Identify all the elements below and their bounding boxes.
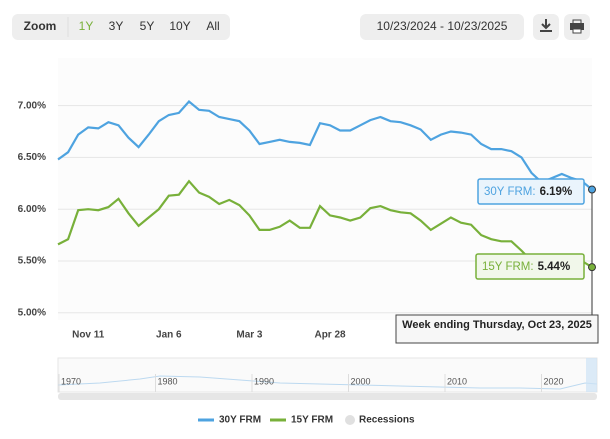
x-tick-label: Jan 6 [156, 330, 182, 341]
range-button[interactable]: 10Y [169, 19, 190, 33]
navigator: 1970 1980 1990 2000 2010 2020 [57, 357, 598, 400]
legend-label[interactable]: 30Y FRM [219, 415, 261, 426]
range-buttons: 1Y 3Y 5Y 10Y All [79, 19, 220, 33]
tooltip-box [475, 253, 585, 280]
nav-label: 1970 [61, 376, 81, 386]
date-range-box [360, 14, 524, 40]
y-tick-label: 5.50% [18, 256, 46, 267]
y-tick-label: 6.00% [18, 204, 46, 215]
tooltip-series: 15Y FRM: [482, 261, 534, 273]
plot: 30Y FRM: 6.19% 15Y FRM: 5.44% Week ending Th… [57, 99, 599, 344]
y-tick-label: 6.50% [18, 152, 46, 163]
tooltip-box [477, 178, 585, 205]
range-button[interactable]: 1Y [79, 19, 94, 33]
x-tick-label: Mar 3 [236, 330, 263, 341]
nav-label: 1990 [254, 376, 274, 386]
tooltip-text: 15Y FRM: 5.44% [482, 261, 570, 273]
print-icon[interactable] [564, 14, 590, 40]
nav-label: 2020 [544, 376, 564, 386]
legend-swatch [345, 415, 355, 425]
tooltip-series: 30Y FRM: [484, 186, 536, 198]
series-line [57, 179, 593, 269]
tooltip-text: 30Y FRM: 6.19% [484, 186, 572, 198]
legend-label[interactable]: Recessions [359, 415, 415, 426]
tooltip-header-box [395, 314, 599, 344]
tooltip-value: 6.19% [540, 186, 573, 198]
point [588, 185, 596, 194]
nav-label: 2010 [447, 376, 467, 386]
download-icon[interactable] [533, 14, 559, 40]
legend-label[interactable]: 15Y FRM [291, 415, 333, 426]
legend: 30Y FRM 15Y FRM Recessions [198, 415, 415, 426]
nav-label: 2000 [351, 376, 371, 386]
tooltip-value: 5.44% [538, 261, 571, 273]
date-range[interactable]: 10/23/2024 - 10/23/2025 [377, 19, 508, 33]
zoom-label: Zoom [24, 19, 57, 33]
range-button[interactable]: All [206, 19, 219, 33]
y-tick-label: 5.00% [18, 307, 46, 318]
nav-label: 1980 [158, 376, 178, 386]
range-button[interactable]: 3Y [109, 19, 124, 33]
point [588, 263, 596, 272]
x-tick-label: Nov 11 [72, 330, 105, 341]
x-tick-label: Apr 28 [314, 330, 346, 341]
y-tick-label: 7.00% [18, 100, 46, 111]
range-button[interactable]: 5Y [140, 19, 155, 33]
tooltip-header: Week ending Thursday, Oct 23, 2025 [402, 319, 592, 331]
series-line [57, 99, 593, 191]
zoom-bar [12, 14, 230, 40]
